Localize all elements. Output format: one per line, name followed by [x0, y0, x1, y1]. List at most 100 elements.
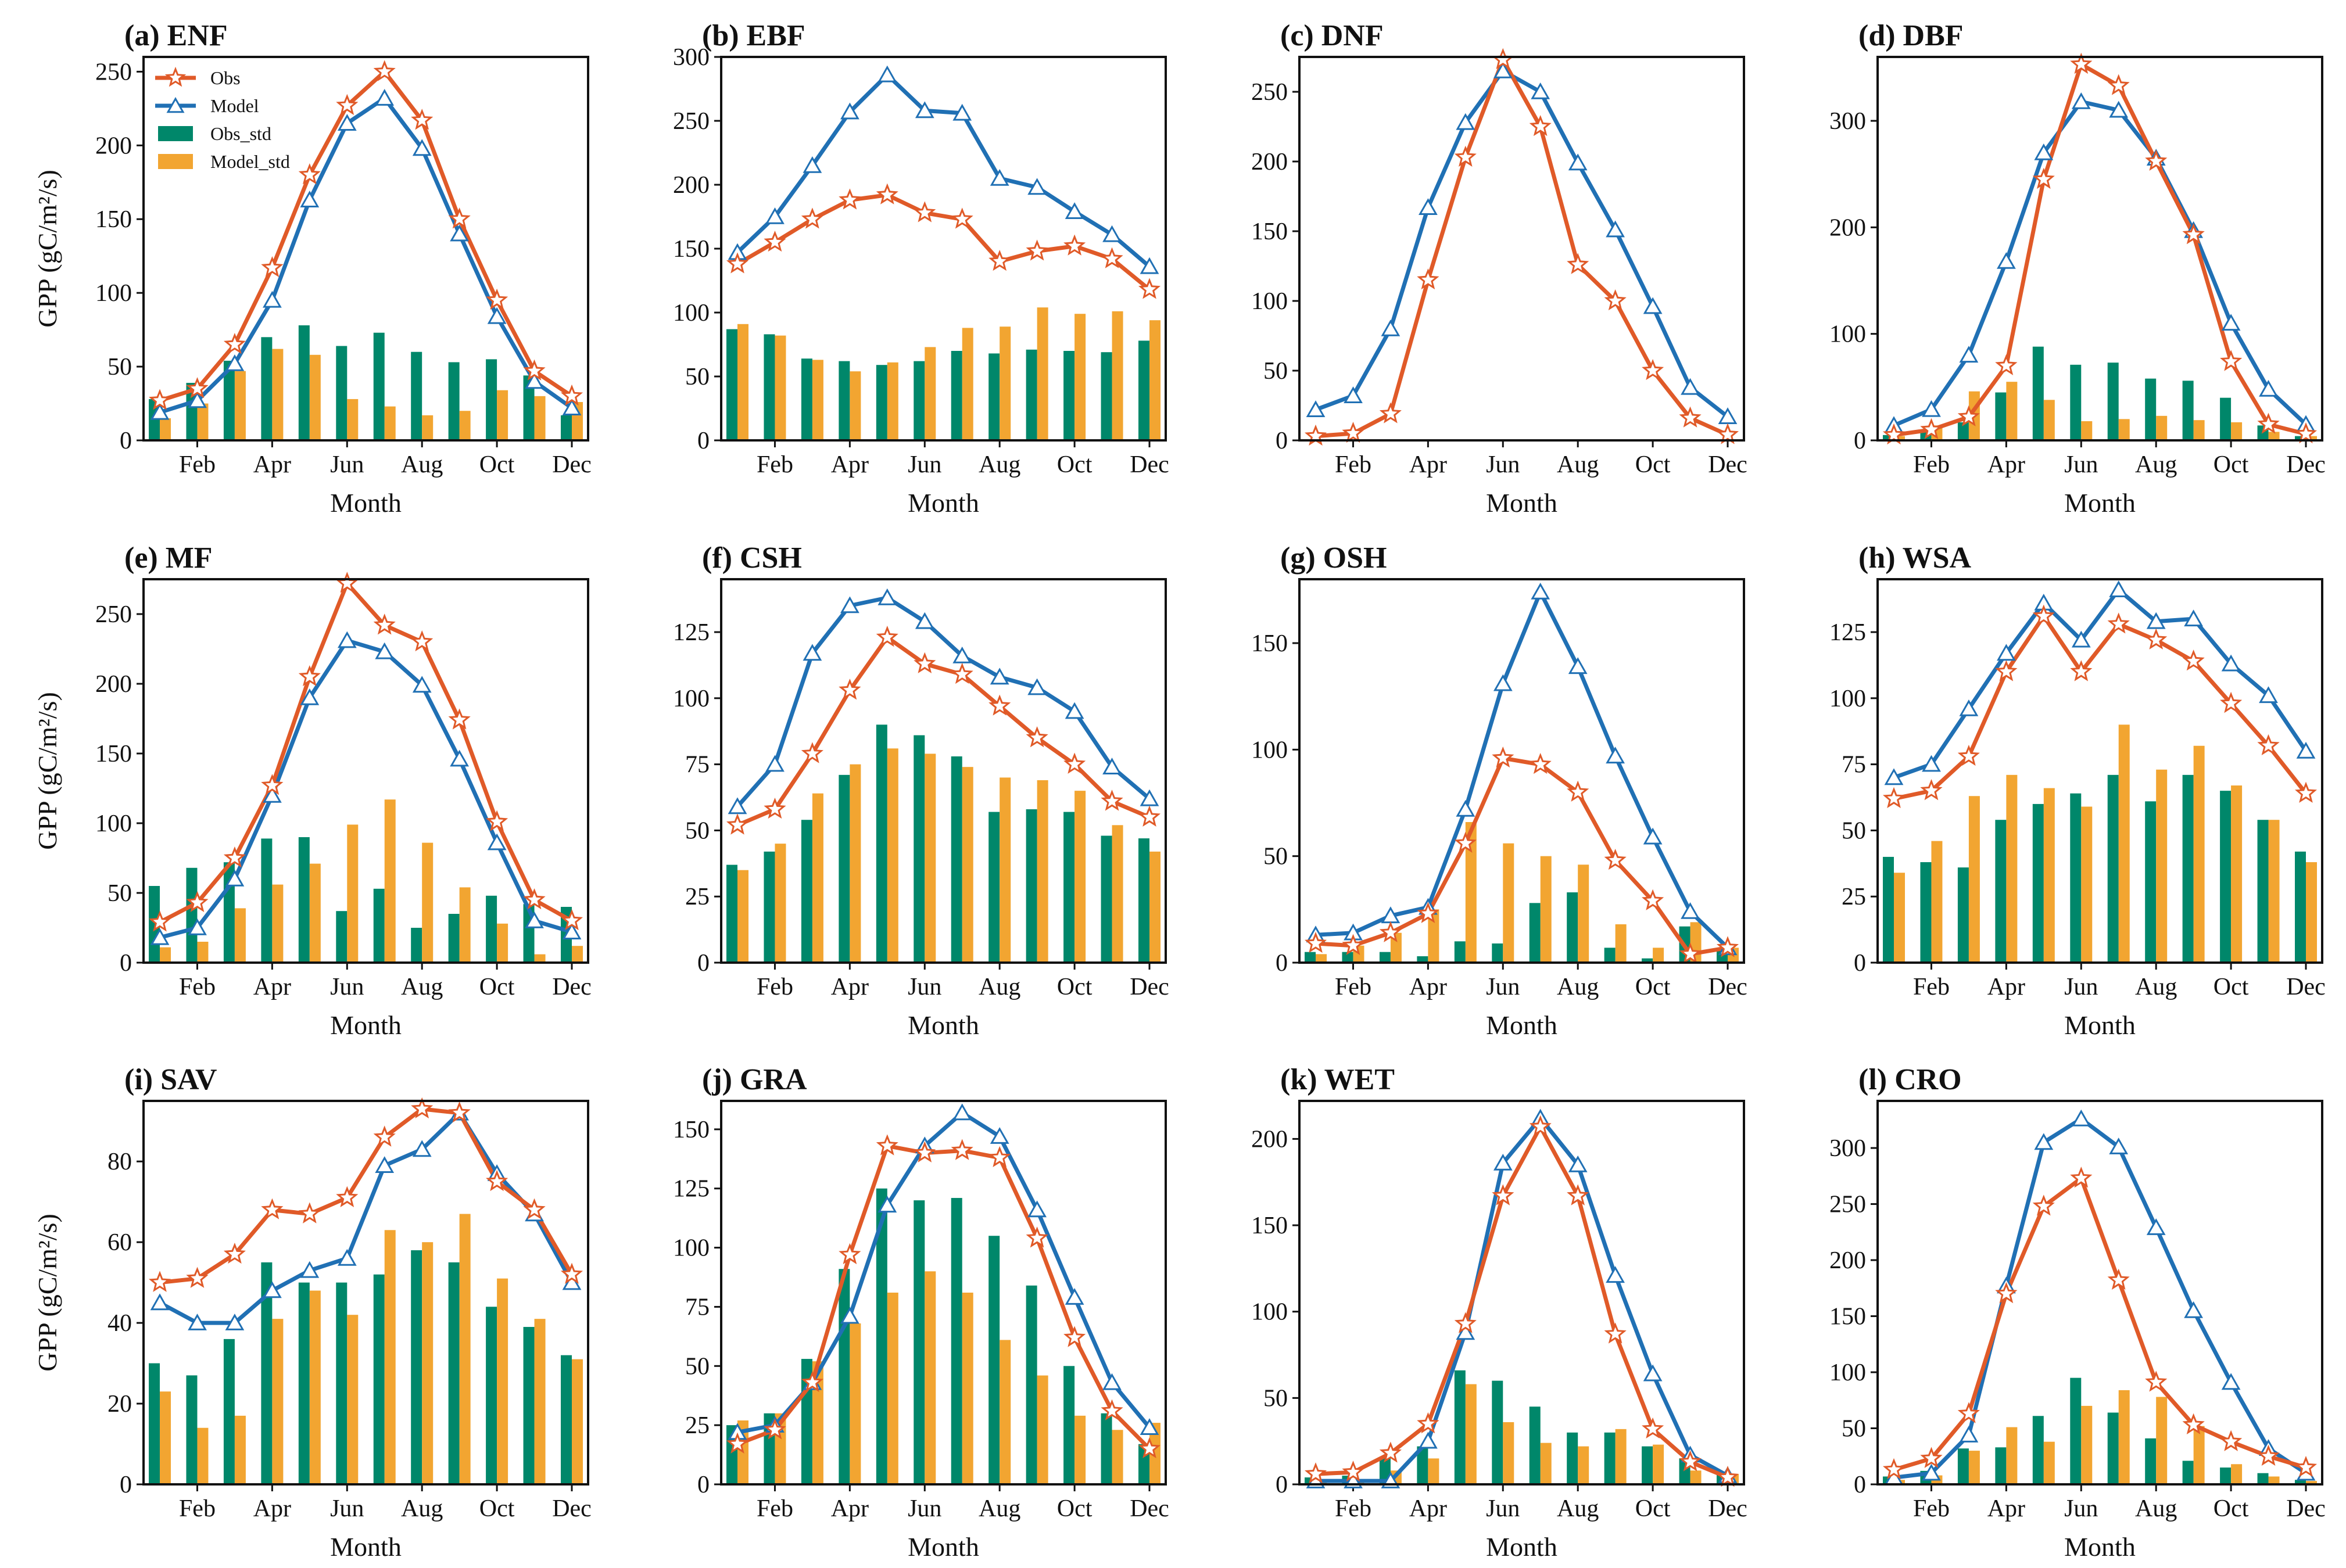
obs-marker	[1882, 423, 1906, 445]
obs-line	[736, 193, 1151, 292]
model-std-bar	[737, 324, 748, 440]
model-marker	[1493, 1153, 1513, 1171]
model-std-bar	[2118, 419, 2130, 440]
obs-std-bar	[1305, 952, 1316, 963]
model-marker	[300, 1261, 320, 1278]
obs-marker	[560, 384, 583, 406]
model-std-bar	[1316, 954, 1327, 963]
x-tick-label: Feb	[179, 974, 216, 1000]
obs-std-bar	[764, 334, 775, 440]
model-std-bar	[925, 347, 936, 440]
x-tick-label: Oct	[2214, 1495, 2249, 1522]
model-std-bar	[197, 942, 209, 963]
obs-std-bar	[726, 329, 737, 440]
model-marker	[990, 668, 1009, 685]
obs-std-bar	[1454, 1370, 1466, 1484]
x-tick-label: Feb	[1335, 974, 1371, 1000]
obs-std-bar	[2145, 378, 2157, 440]
x-tick-label: Apr	[1987, 974, 2025, 1000]
obs-marker	[1101, 790, 1123, 811]
obs-marker	[1642, 889, 1664, 910]
model-std-bar	[1112, 311, 1123, 440]
obs-std-bar	[726, 864, 737, 963]
obs-line	[736, 635, 1151, 827]
model-marker	[1922, 1463, 1941, 1481]
y-tick-label: 60	[108, 1229, 132, 1256]
obs-std-bar	[801, 358, 812, 440]
x-tick-label: Oct	[479, 1495, 515, 1522]
model-std-bar	[309, 354, 321, 440]
panel-title: (a) ENF	[124, 19, 228, 52]
obs-std-bar	[1995, 820, 2007, 963]
obs-marker	[560, 1262, 583, 1284]
model-std-bar	[1653, 948, 1664, 963]
model-std-bar	[309, 1290, 321, 1484]
obs-std-bar	[223, 360, 235, 440]
model-line	[1315, 69, 1729, 418]
obs-marker	[1454, 145, 1477, 167]
obs-marker	[373, 60, 396, 81]
model-std-bar	[2268, 432, 2280, 440]
x-tick-label: Feb	[757, 1495, 793, 1522]
obs-marker	[1454, 1312, 1477, 1333]
model-std-bar	[534, 954, 546, 963]
obs-std-bar	[2145, 1438, 2157, 1484]
plot-area	[726, 73, 1161, 440]
x-tick-label: Jun	[2064, 451, 2098, 478]
x-axis-label: Month	[330, 1010, 402, 1040]
model-marker	[450, 749, 469, 767]
x-tick-label: Feb	[1335, 451, 1371, 478]
obs-marker	[223, 1242, 246, 1264]
model-std-bar	[534, 1319, 546, 1484]
y-tick-label: 150	[95, 206, 132, 233]
model-marker	[562, 399, 582, 415]
obs-std-bar	[914, 361, 925, 440]
obs-std-bar	[2070, 364, 2082, 440]
y-tick-label: 0	[1276, 950, 1288, 977]
y-tick-label: 0	[1854, 1472, 1866, 1498]
model-std-bar	[2231, 422, 2243, 440]
obs-std-bar	[1026, 1285, 1037, 1484]
y-tick-label: 250	[1251, 79, 1288, 106]
obs-std-bar	[1101, 835, 1112, 963]
obs-line	[1893, 62, 2306, 437]
x-axis-label: Month	[908, 1010, 979, 1040]
obs-std-bar	[486, 895, 497, 963]
model-std-bar	[2118, 724, 2130, 963]
model-marker	[1568, 657, 1588, 674]
plot-frame	[1298, 1100, 1745, 1486]
obs-marker	[223, 846, 246, 868]
y-tick-label: 50	[685, 364, 710, 390]
model-std-bar	[1615, 1429, 1627, 1484]
obs-marker	[1920, 418, 1943, 439]
obs-marker	[148, 389, 171, 410]
obs-std-bar	[2070, 1377, 2082, 1484]
obs-marker	[1716, 936, 1739, 957]
model-std-bar	[1000, 326, 1011, 440]
panel-title: (l) CRO	[1858, 1063, 1962, 1096]
x-tick-label: Jun	[330, 974, 364, 1000]
legend-item-obs: Obs	[155, 66, 241, 88]
panel-k-wet: (k) WET 0 50 100 150 200 Feb Apr Jun Aug Oct Dec Mon…	[1251, 1063, 1747, 1562]
model-std-bar	[2231, 1464, 2243, 1484]
x-tick-label: Oct	[1057, 1495, 1093, 1522]
panel-b-ebf: (b) EBF 0 50 100 150 200 250 300 Feb Apr Jun Aug Oct…	[673, 19, 1169, 518]
y-tick-label: 100	[673, 300, 710, 326]
x-tick-label: Jun	[908, 1495, 941, 1522]
obs-std-bar	[1417, 1446, 1428, 1484]
model-std-bar	[2306, 1481, 2317, 1484]
y-tick-label: 150	[95, 741, 132, 767]
x-tick-label: Dec	[1708, 451, 1747, 478]
model-marker	[225, 869, 245, 887]
obs-std-bar	[839, 774, 850, 963]
obs-std-bar	[223, 1339, 235, 1484]
obs-marker	[2107, 74, 2130, 95]
obs-std-bar	[2182, 381, 2194, 440]
y-tick-label: 75	[1842, 752, 1866, 778]
obs-marker	[1026, 1226, 1048, 1248]
model-marker	[2184, 609, 2203, 627]
obs-std-bar	[951, 756, 962, 963]
model-marker	[1493, 61, 1513, 78]
model-marker	[1959, 699, 1979, 716]
x-tick-label: Feb	[757, 451, 793, 478]
